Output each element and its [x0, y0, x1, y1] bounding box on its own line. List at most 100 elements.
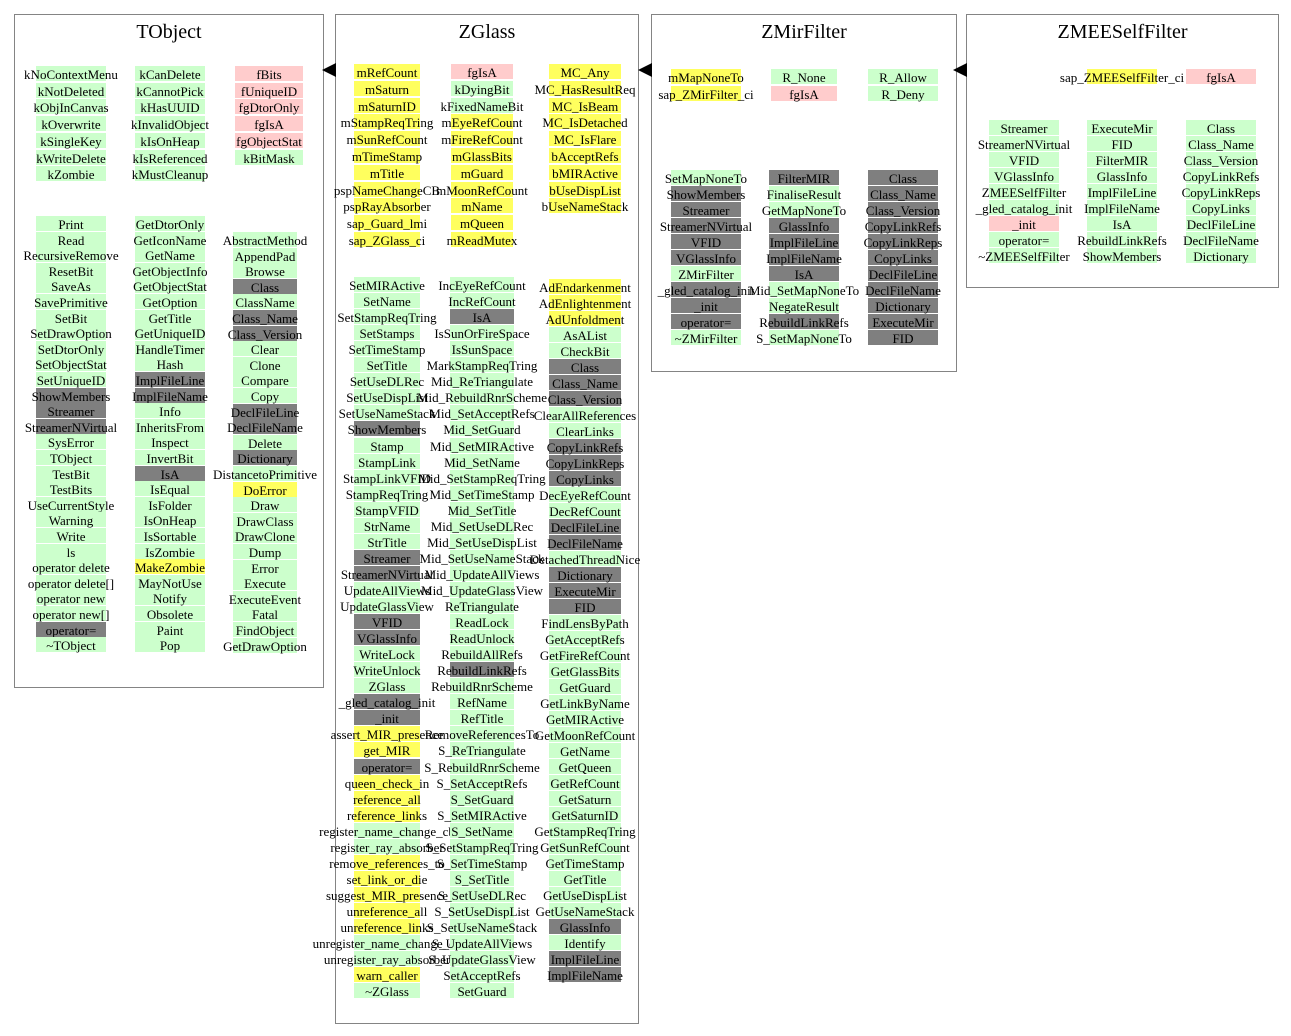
data-member-item[interactable]: kFixedNameBit: [440, 97, 524, 114]
data-member-item[interactable]: bUseDispList: [549, 181, 621, 198]
method-item[interactable]: MakeZombie: [135, 559, 205, 575]
method-item[interactable]: ClearLinks: [549, 423, 621, 439]
method-item[interactable]: unregister_name_change_cb: [313, 935, 461, 951]
method-item[interactable]: DecRefCount: [549, 503, 621, 519]
method-item[interactable]: S_SetStampReqTring: [426, 838, 538, 855]
data-member-item[interactable]: mMoonRefCount: [436, 181, 528, 198]
data-member-item[interactable]: kIsOnHeap: [135, 132, 205, 149]
method-item[interactable]: SetMIRActive: [349, 277, 425, 293]
method-item[interactable]: InheritsFrom: [135, 418, 205, 435]
method-item[interactable]: SetDtorOnly: [36, 340, 106, 357]
method-item[interactable]: Mid_SetName: [444, 453, 520, 470]
data-member-item[interactable]: kBitMask: [235, 149, 303, 166]
data-member-item[interactable]: mTimeStamp: [352, 148, 422, 164]
method-item[interactable]: ExecuteMir: [549, 583, 621, 599]
method-item[interactable]: unregister_ray_absorber: [324, 951, 450, 967]
method-item[interactable]: GetObjectInfo: [132, 262, 208, 279]
method-item[interactable]: Delete: [233, 434, 297, 451]
method-item[interactable]: GlassInfo: [1087, 168, 1157, 184]
method-item[interactable]: ExecuteEvent: [229, 590, 301, 607]
method-item[interactable]: _init: [354, 710, 420, 726]
method-item[interactable]: ReadLock: [450, 614, 514, 630]
method-item[interactable]: Class: [1186, 120, 1256, 136]
method-item[interactable]: ResetBit: [36, 262, 106, 279]
method-item[interactable]: AbstractMethod: [223, 232, 307, 248]
method-item[interactable]: Clear: [233, 341, 297, 357]
method-item[interactable]: GetTimeStamp: [546, 855, 624, 871]
method-item[interactable]: ZMirFilter: [671, 266, 741, 282]
method-item[interactable]: IsA: [769, 266, 839, 282]
method-item[interactable]: IsSunOrFireSpace: [434, 325, 530, 341]
method-item[interactable]: DeclFileName: [1183, 232, 1259, 248]
method-item[interactable]: SetUseDLRec: [350, 373, 424, 389]
method-item[interactable]: VGlassInfo: [354, 630, 420, 646]
method-item[interactable]: DeclFileLine: [549, 519, 621, 535]
method-item[interactable]: GetStampReqTring: [534, 823, 636, 839]
method-item[interactable]: SetObjectStat: [35, 356, 107, 372]
method-item[interactable]: Mid_SetTimeStamp: [430, 485, 534, 502]
method-item[interactable]: GetDtorOnly: [135, 216, 205, 232]
data-member-item[interactable]: mSaturn: [354, 80, 420, 97]
method-item[interactable]: Draw: [233, 497, 297, 513]
data-member-item[interactable]: fgIsA: [771, 85, 837, 102]
method-item[interactable]: Identify: [549, 935, 621, 951]
method-item[interactable]: DeclFileName: [547, 535, 623, 551]
method-item[interactable]: ClassName: [233, 294, 297, 310]
method-item[interactable]: operator delete[]: [28, 574, 114, 591]
method-item[interactable]: WriteUnlock: [353, 662, 421, 678]
method-item[interactable]: ReadUnlock: [450, 630, 514, 646]
method-item[interactable]: S_SetUseDLRec: [438, 886, 526, 903]
method-item[interactable]: CopyLinkRefs: [1183, 168, 1259, 184]
method-item[interactable]: ImplFileLine: [135, 372, 205, 388]
method-item[interactable]: WriteLock: [354, 646, 420, 662]
method-item[interactable]: ~ZGlass: [354, 983, 420, 999]
method-item[interactable]: Mid_SetGuard: [443, 421, 521, 437]
method-item[interactable]: ZMEESelfFilter: [982, 184, 1066, 200]
method-item[interactable]: operator new: [36, 590, 106, 606]
method-item[interactable]: operator=: [671, 314, 741, 330]
method-item[interactable]: GetMapNoneTo: [762, 202, 846, 218]
data-member-item[interactable]: kSingleKey: [36, 132, 106, 149]
method-item[interactable]: TestBit: [36, 465, 106, 482]
method-item[interactable]: FindLensByPath: [541, 615, 629, 631]
method-item[interactable]: FilterMIR: [1087, 152, 1157, 168]
method-item[interactable]: GetOption: [135, 294, 205, 310]
data-member-item[interactable]: bMIRActive: [549, 164, 621, 181]
data-member-item[interactable]: kNoContextMenu: [24, 66, 118, 82]
method-item[interactable]: Class_Name: [549, 375, 621, 391]
method-item[interactable]: DeclFileLine: [1186, 216, 1256, 232]
method-item[interactable]: ImplFileName: [547, 967, 623, 983]
method-item[interactable]: GetRefCount: [549, 775, 621, 791]
data-member-item[interactable]: mName: [451, 198, 513, 214]
method-item[interactable]: SetTitle: [354, 357, 420, 373]
data-member-item[interactable]: kCannotPick: [135, 82, 205, 99]
data-member-item[interactable]: mTitle: [354, 164, 420, 181]
data-member-item[interactable]: fgDtorOnly: [235, 99, 303, 115]
method-item[interactable]: StreamerNVirtual: [25, 418, 117, 435]
method-item[interactable]: ReTriangulate: [445, 598, 519, 614]
method-item[interactable]: Notify: [135, 590, 205, 606]
method-item[interactable]: GetName: [549, 743, 621, 759]
method-item[interactable]: AdEndarkenment: [539, 279, 631, 295]
method-item[interactable]: VFID: [671, 234, 741, 250]
method-item[interactable]: S_SetAcceptRefs: [437, 774, 527, 791]
method-item[interactable]: _gled_catalog_init: [976, 200, 1072, 216]
method-item[interactable]: S_SetUseNameStack: [427, 919, 537, 935]
method-item[interactable]: Mid_UpdateGlassView: [421, 581, 543, 598]
data-member-item[interactable]: mSaturnID: [354, 97, 420, 114]
data-member-item[interactable]: R_Allow: [868, 69, 938, 85]
method-item[interactable]: Write: [36, 528, 106, 544]
data-member-item[interactable]: kIsReferenced: [132, 149, 208, 166]
method-item[interactable]: StampLink: [354, 453, 420, 470]
method-item[interactable]: RecursiveRemove: [23, 247, 119, 263]
method-item[interactable]: GetQueen: [549, 759, 621, 775]
method-item[interactable]: FID: [1087, 136, 1157, 152]
method-item[interactable]: Obsolete: [135, 606, 205, 622]
data-member-item[interactable]: MC_IsBeam: [549, 97, 621, 114]
method-item[interactable]: Mid_SetAcceptRefs: [429, 405, 535, 421]
data-member-item[interactable]: mEyeRefCount: [442, 114, 522, 130]
data-member-item[interactable]: mGuard: [451, 164, 513, 181]
data-member-item[interactable]: kWriteDelete: [36, 149, 106, 166]
method-item[interactable]: GetUseNameStack: [536, 903, 634, 919]
method-item[interactable]: StreamerNVirtual: [660, 218, 752, 234]
